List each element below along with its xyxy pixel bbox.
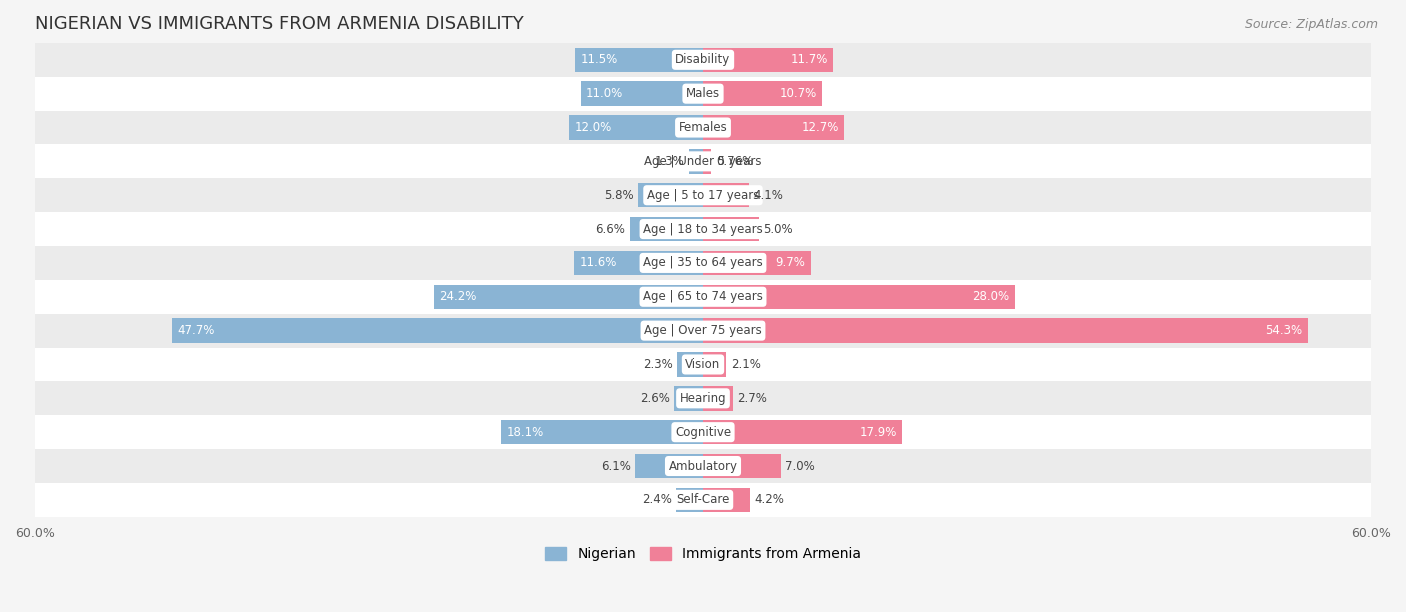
Bar [35,381,1371,416]
Bar [575,48,703,72]
Text: 2.6%: 2.6% [640,392,669,405]
Bar [35,212,1371,246]
Legend: Nigerian, Immigrants from Armenia: Nigerian, Immigrants from Armenia [540,542,866,567]
Bar [574,251,703,275]
Bar [433,285,703,309]
Text: Cognitive: Cognitive [675,426,731,439]
Text: Ambulatory: Ambulatory [668,460,738,472]
Text: 54.3%: 54.3% [1265,324,1302,337]
Bar [673,386,703,411]
Bar [703,454,780,478]
Text: 11.0%: 11.0% [586,87,623,100]
Text: 12.7%: 12.7% [801,121,839,134]
Text: 7.0%: 7.0% [786,460,815,472]
Bar [703,149,711,174]
Bar [35,483,1371,517]
Bar [35,76,1371,111]
Bar [703,420,903,444]
Bar [35,246,1371,280]
Bar [703,285,1015,309]
Text: 6.1%: 6.1% [600,460,631,472]
Bar [638,183,703,207]
Bar [676,488,703,512]
Text: 2.3%: 2.3% [643,358,673,371]
Bar [689,149,703,174]
Bar [35,280,1371,314]
Text: Age | 18 to 34 years: Age | 18 to 34 years [643,223,763,236]
Bar [636,454,703,478]
Text: 18.1%: 18.1% [508,426,544,439]
Text: Source: ZipAtlas.com: Source: ZipAtlas.com [1244,18,1378,31]
Bar [581,81,703,106]
Bar [703,217,759,241]
Text: Age | 65 to 74 years: Age | 65 to 74 years [643,290,763,304]
Text: 5.8%: 5.8% [605,188,634,202]
Text: 2.7%: 2.7% [738,392,768,405]
Text: Age | 5 to 17 years: Age | 5 to 17 years [647,188,759,202]
Text: 9.7%: 9.7% [776,256,806,269]
Text: 17.9%: 17.9% [859,426,897,439]
Bar [569,115,703,140]
Bar [502,420,703,444]
Text: Disability: Disability [675,53,731,66]
Bar [678,353,703,376]
Text: Age | Over 75 years: Age | Over 75 years [644,324,762,337]
Text: 11.7%: 11.7% [790,53,828,66]
Bar [172,318,703,343]
Bar [35,314,1371,348]
Bar [703,353,727,376]
Bar [35,348,1371,381]
Bar [35,178,1371,212]
Text: 10.7%: 10.7% [779,87,817,100]
Text: 11.6%: 11.6% [579,256,617,269]
Bar [35,43,1371,76]
Text: 4.1%: 4.1% [754,188,783,202]
Text: 1.3%: 1.3% [654,155,685,168]
Text: 5.0%: 5.0% [763,223,793,236]
Text: 28.0%: 28.0% [972,290,1010,304]
Bar [630,217,703,241]
Text: 0.76%: 0.76% [716,155,754,168]
Text: Hearing: Hearing [679,392,727,405]
Bar [703,386,733,411]
Text: 11.5%: 11.5% [581,53,617,66]
Bar [35,144,1371,178]
Bar [703,115,845,140]
Bar [35,111,1371,144]
Text: 2.4%: 2.4% [643,493,672,506]
Text: Self-Care: Self-Care [676,493,730,506]
Bar [703,251,811,275]
Bar [703,488,749,512]
Text: NIGERIAN VS IMMIGRANTS FROM ARMENIA DISABILITY: NIGERIAN VS IMMIGRANTS FROM ARMENIA DISA… [35,15,523,33]
Bar [703,318,1308,343]
Text: 47.7%: 47.7% [177,324,215,337]
Text: 24.2%: 24.2% [439,290,477,304]
Bar [703,81,823,106]
Text: Age | Under 5 years: Age | Under 5 years [644,155,762,168]
Text: Vision: Vision [685,358,721,371]
Bar [35,416,1371,449]
Text: 6.6%: 6.6% [595,223,626,236]
Text: Age | 35 to 64 years: Age | 35 to 64 years [643,256,763,269]
Bar [703,48,834,72]
Text: 12.0%: 12.0% [575,121,612,134]
Bar [703,183,748,207]
Text: 4.2%: 4.2% [754,493,785,506]
Bar [35,449,1371,483]
Text: 2.1%: 2.1% [731,358,761,371]
Text: Males: Males [686,87,720,100]
Text: Females: Females [679,121,727,134]
